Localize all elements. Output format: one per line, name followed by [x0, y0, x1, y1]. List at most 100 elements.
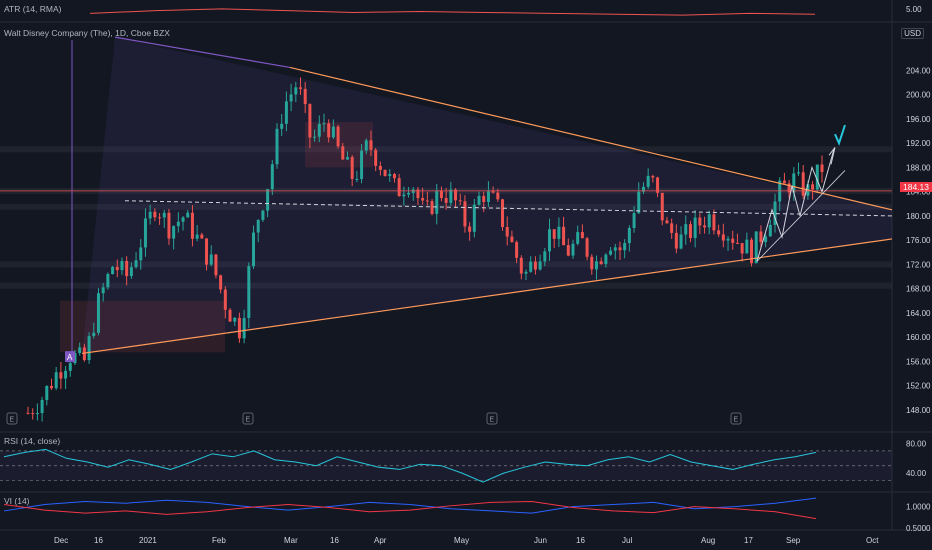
candle-body — [421, 198, 425, 201]
candle-body — [571, 243, 575, 256]
event-marker-label: A — [67, 353, 73, 362]
price-tick-label: 152.00 — [906, 382, 931, 391]
candle-body — [566, 245, 570, 256]
candle-body — [576, 232, 580, 244]
time-tick-label: Aug — [701, 536, 715, 545]
candle-body — [158, 217, 162, 219]
candle-body — [496, 192, 500, 200]
candle-body — [209, 254, 213, 265]
candle-body — [449, 189, 453, 203]
candle-body — [468, 226, 472, 232]
candle-body — [298, 87, 302, 89]
candle-body — [252, 232, 256, 267]
candle-body — [604, 254, 608, 265]
candle-body — [402, 194, 406, 197]
candle-body — [693, 217, 697, 238]
rsi-line — [3, 448, 817, 483]
candle-body — [31, 413, 35, 415]
candle-body — [303, 88, 307, 105]
earnings-marker-icon — [486, 412, 498, 425]
earnings-marker-icon — [730, 412, 742, 425]
candle-body — [223, 289, 227, 310]
candle-body — [594, 261, 598, 270]
candle-body — [341, 146, 345, 160]
candle-body — [787, 183, 791, 193]
candle-body — [707, 214, 711, 228]
candle-body — [543, 251, 547, 262]
candle-body — [378, 165, 382, 170]
candle-body — [712, 214, 716, 231]
candle-body — [510, 236, 514, 243]
candle-body — [111, 266, 115, 275]
candle-body — [684, 224, 688, 235]
candle-body — [430, 201, 434, 214]
candle-body — [562, 226, 566, 246]
candle-body — [721, 234, 725, 241]
candle-body — [656, 177, 660, 193]
candle-body — [153, 211, 157, 218]
price-tick-label: 188.00 — [906, 163, 931, 172]
candle-body — [68, 363, 72, 371]
candle-body — [580, 232, 584, 239]
earnings-marker-label: E — [10, 417, 15, 424]
candle-body — [256, 219, 260, 233]
candle-body — [519, 257, 523, 274]
vi-tick-label: 0.5000 — [906, 524, 931, 533]
symbol-label[interactable]: Walt Disney Company (The), 1D, Cboe BZX — [4, 28, 170, 38]
candle-body — [228, 309, 232, 322]
candle-body — [214, 254, 218, 276]
atr-line — [89, 8, 816, 16]
event-marker-bg — [65, 351, 75, 363]
candle-body — [92, 332, 96, 337]
candle-body — [637, 191, 641, 214]
candle-body — [242, 317, 246, 339]
candle-body — [181, 217, 185, 222]
rsi-tick-label: 40.00 — [906, 469, 927, 478]
candle-body — [26, 412, 30, 414]
candle-body — [360, 150, 364, 179]
candle-body — [322, 123, 326, 125]
candle-body — [392, 174, 396, 179]
price-tick-label: 192.00 — [906, 139, 931, 148]
price-tick-label: 160.00 — [906, 333, 931, 342]
earnings-marker-icon — [6, 412, 18, 425]
candle-body — [78, 347, 82, 354]
check-icon — [834, 124, 846, 146]
candle-body — [101, 287, 105, 294]
candle-body — [205, 238, 209, 265]
price-tick-label: 176.00 — [906, 236, 931, 245]
candle-body — [49, 385, 53, 389]
candle-body — [538, 261, 542, 270]
dashed-midline — [124, 200, 893, 217]
time-tick-label: Sep — [786, 536, 801, 545]
price-tick-label: 164.00 — [906, 309, 931, 318]
price-tick-label: 184.00 — [906, 188, 931, 197]
candle-body — [167, 212, 171, 239]
candle-body — [703, 225, 707, 228]
candle-body — [477, 195, 481, 205]
candle-body — [64, 370, 68, 379]
candle-body — [115, 266, 119, 271]
time-tick-label: May — [454, 536, 469, 545]
candle-body — [688, 224, 692, 238]
candle-body — [270, 164, 274, 190]
candle-body — [745, 239, 749, 254]
atr-tick-label: 5.00 — [906, 5, 922, 14]
time-tick-label: 2021 — [139, 536, 157, 545]
candle-body — [374, 149, 378, 166]
candle-body — [317, 123, 321, 137]
rsi-tick-label: 80.00 — [906, 439, 927, 448]
time-tick-label: Oct — [866, 536, 879, 545]
projection-channel — [756, 170, 846, 262]
price-level-band-2 — [0, 261, 892, 268]
candle-body — [463, 201, 467, 227]
time-tick-label: 16 — [94, 536, 103, 545]
candle-body — [120, 260, 124, 271]
candle-body — [792, 173, 796, 193]
candle-body — [726, 238, 730, 241]
price-tick-label: 148.00 — [906, 406, 931, 415]
candle-body — [674, 232, 678, 249]
candle-body — [754, 231, 758, 264]
candle-body — [397, 178, 401, 197]
